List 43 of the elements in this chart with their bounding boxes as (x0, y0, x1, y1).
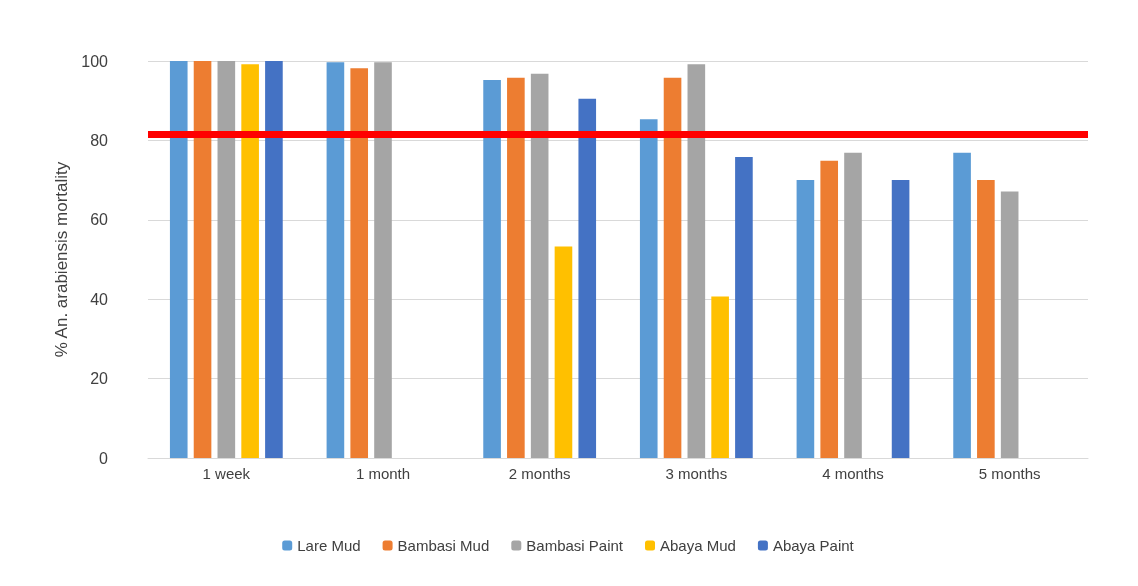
legend-label: Bambasi Mud (397, 537, 490, 554)
bar (554, 246, 573, 458)
bar (193, 61, 212, 458)
bar (507, 77, 525, 458)
legend-label: Abaya Mud (660, 537, 736, 554)
y-tick-label: 40 (90, 290, 109, 308)
bar (483, 80, 501, 458)
x-tick-label: 5 months (978, 465, 1041, 482)
bar (639, 119, 658, 458)
y-axis-title: % An. arabiensis mortality (52, 161, 72, 358)
bar (820, 160, 839, 458)
bar (663, 77, 682, 458)
x-tick-label: 1 week (202, 465, 251, 482)
bar (796, 180, 815, 458)
bar (169, 61, 188, 458)
bar (530, 73, 549, 458)
x-tick-label: 4 months (822, 465, 884, 482)
bar (953, 152, 971, 458)
y-tick-label: 80 (90, 131, 109, 149)
bar (735, 157, 753, 458)
bar (217, 61, 236, 458)
legend-label: Abaya Paint (772, 537, 855, 554)
bar (977, 180, 995, 458)
x-tick-label: 2 months (508, 465, 571, 482)
bar (326, 62, 345, 458)
y-tick-label: 20 (90, 370, 109, 388)
bar (241, 64, 259, 458)
bar (374, 62, 392, 458)
bar (578, 98, 597, 458)
legend-label: Lare Mud (297, 537, 361, 554)
bar (687, 64, 706, 458)
bar (891, 180, 910, 458)
x-tick-label: 1 month (355, 465, 411, 482)
x-tick-label: 3 months (665, 465, 728, 482)
bar (265, 61, 283, 458)
bar (1000, 191, 1019, 458)
bar (711, 296, 729, 458)
y-tick-label: 60 (90, 211, 109, 229)
bar (350, 68, 369, 458)
y-tick-label: 0 (99, 449, 109, 467)
legend-label: Bambasi Paint (526, 537, 624, 554)
y-tick-label: 100 (81, 52, 109, 70)
bar (844, 152, 862, 458)
